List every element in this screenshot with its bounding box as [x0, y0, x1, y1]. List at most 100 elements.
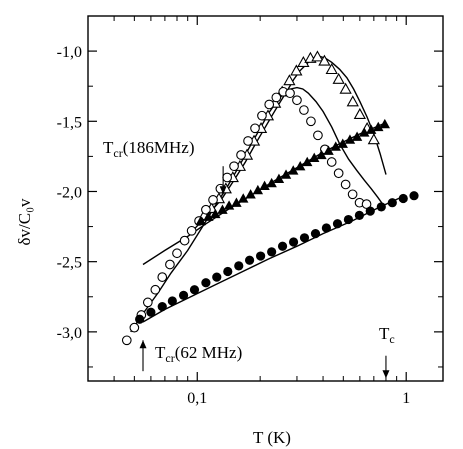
- series-3-point: [273, 173, 285, 184]
- series-2-point: [313, 130, 323, 141]
- series-1-point: [367, 133, 380, 145]
- series-4-point: [288, 237, 299, 247]
- series-2-point: [129, 322, 140, 333]
- annotation-label: Tcr(62 MHz): [155, 343, 242, 365]
- series-2-point: [292, 95, 302, 106]
- series-1-point: [339, 82, 352, 94]
- series-3-point: [231, 197, 242, 207]
- series-4-point: [146, 307, 156, 317]
- series-4-point: [167, 296, 177, 306]
- y-tick-label: -1,5: [57, 114, 82, 131]
- plot-frame: [87, 15, 444, 382]
- series-2-point: [121, 335, 132, 346]
- y-tick-label: -1,0: [57, 44, 82, 61]
- fit-lines: [130, 56, 402, 333]
- series-4-point: [157, 301, 167, 312]
- series-3-point: [295, 161, 306, 171]
- plot-area: [87, 15, 444, 382]
- series-4-point: [376, 202, 386, 212]
- series-4-point: [310, 228, 321, 239]
- series-4-point: [354, 210, 364, 220]
- series-3-point: [316, 149, 327, 160]
- series-2-point: [250, 123, 260, 134]
- series-1-point: [325, 63, 338, 75]
- series-3-point: [245, 189, 256, 199]
- series-3-point: [195, 215, 207, 226]
- series-1-point: [332, 72, 345, 84]
- series-2-point: [271, 92, 282, 103]
- y-tick-label: -2,5: [57, 255, 82, 272]
- series-2-point: [326, 157, 337, 167]
- series-2-point: [229, 161, 239, 172]
- series-3-point: [238, 193, 249, 203]
- series-2-point: [299, 105, 309, 115]
- series-4-point: [267, 247, 277, 257]
- series-2-point: [306, 116, 316, 127]
- annotations: Tcr(186MHz) Tcr(62 MHz) Tc: [103, 138, 395, 379]
- series-3-point: [288, 165, 299, 175]
- series-2-point: [257, 110, 267, 121]
- series-3-point: [309, 152, 320, 162]
- x-axis-label: T (K): [253, 428, 291, 447]
- series-2-point: [165, 259, 175, 270]
- series-1-point: [318, 54, 331, 66]
- series-2-point: [222, 172, 232, 183]
- annotation-label: Tc: [379, 324, 395, 346]
- series-4-point: [244, 255, 255, 265]
- series-1-point: [346, 95, 359, 107]
- series-4-point: [256, 251, 266, 261]
- series-2-point: [285, 88, 295, 99]
- series-4-point: [365, 206, 375, 216]
- series-2-point: [201, 204, 211, 215]
- series-2-point: [208, 195, 218, 205]
- x-tick-label: 0,1: [187, 390, 207, 407]
- annotation-arrow-head: [219, 186, 227, 195]
- series-4-point: [299, 233, 310, 243]
- series-3-point: [210, 208, 221, 219]
- annotation-label: Tcr(186MHz): [103, 138, 194, 160]
- series-4-point: [201, 278, 211, 288]
- annotation-arrow-head: [382, 370, 390, 379]
- series-4-point: [409, 191, 419, 201]
- y-tick-label: -3,0: [57, 325, 82, 342]
- series-2-point: [264, 99, 275, 110]
- series-4-point: [277, 241, 288, 251]
- series-2-point: [172, 248, 182, 259]
- series-2-point: [186, 225, 197, 236]
- x-tick-label: 1: [402, 390, 410, 407]
- series-3-point: [203, 211, 214, 221]
- series-1-point: [290, 64, 303, 76]
- series-4-point: [234, 261, 244, 271]
- data-points: [121, 50, 419, 346]
- series-4-point: [135, 314, 145, 324]
- series-2-point: [361, 199, 372, 209]
- series-3-point: [373, 121, 384, 132]
- series-3-point: [379, 118, 391, 129]
- series-4-point: [332, 219, 343, 229]
- series-3-point: [259, 180, 270, 191]
- series-2-point: [347, 189, 358, 200]
- series-1-point: [353, 107, 366, 119]
- series-2-point: [179, 235, 190, 246]
- series-4-point: [387, 198, 397, 208]
- series-3-point: [266, 177, 277, 188]
- series-1-point: [311, 50, 324, 62]
- series-2-point: [236, 150, 246, 160]
- series-2-point: [157, 272, 168, 282]
- series-2-point: [142, 297, 153, 308]
- series-3-point: [217, 204, 228, 214]
- series-4-point: [189, 285, 200, 295]
- series-3-point: [351, 131, 363, 141]
- series-3-point: [359, 127, 370, 137]
- series-3-point: [280, 169, 292, 179]
- y-tick-label: -2,0: [57, 184, 82, 201]
- series-2-point: [243, 136, 253, 146]
- series-2-point: [333, 168, 344, 179]
- series-4-point: [343, 214, 354, 225]
- y-axis-label: δv/C₀v: [15, 198, 34, 245]
- series-2-point: [340, 179, 351, 190]
- series-1-point: [283, 74, 296, 86]
- series-3-point: [344, 134, 356, 144]
- series-3-point: [323, 145, 334, 155]
